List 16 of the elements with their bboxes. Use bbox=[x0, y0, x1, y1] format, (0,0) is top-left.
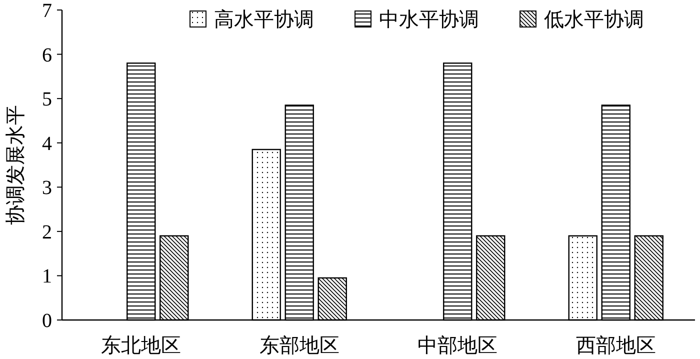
y-tick-label: 7 bbox=[42, 0, 52, 22]
x-tick-label: 西部地区 bbox=[576, 335, 656, 357]
legend-label: 高水平协调 bbox=[214, 8, 314, 31]
y-tick-label: 2 bbox=[42, 221, 52, 244]
y-tick-label: 6 bbox=[42, 44, 52, 66]
y-axis-title: 协调发展水平 bbox=[5, 105, 27, 225]
y-tick-label: 5 bbox=[42, 88, 52, 111]
legend-label: 低水平协调 bbox=[544, 9, 644, 31]
x-tick-label: 中部地区 bbox=[418, 335, 498, 357]
x-tick-label: 东部地区 bbox=[259, 335, 340, 357]
y-tick-label: 3 bbox=[42, 177, 52, 200]
legend-label: 中水平协调 bbox=[379, 9, 479, 31]
y-tick-label: 4 bbox=[42, 132, 52, 155]
x-tick-label: 东北地区 bbox=[101, 335, 182, 357]
y-tick-label: 0 bbox=[42, 310, 52, 332]
y-tick-label: 1 bbox=[42, 266, 52, 288]
